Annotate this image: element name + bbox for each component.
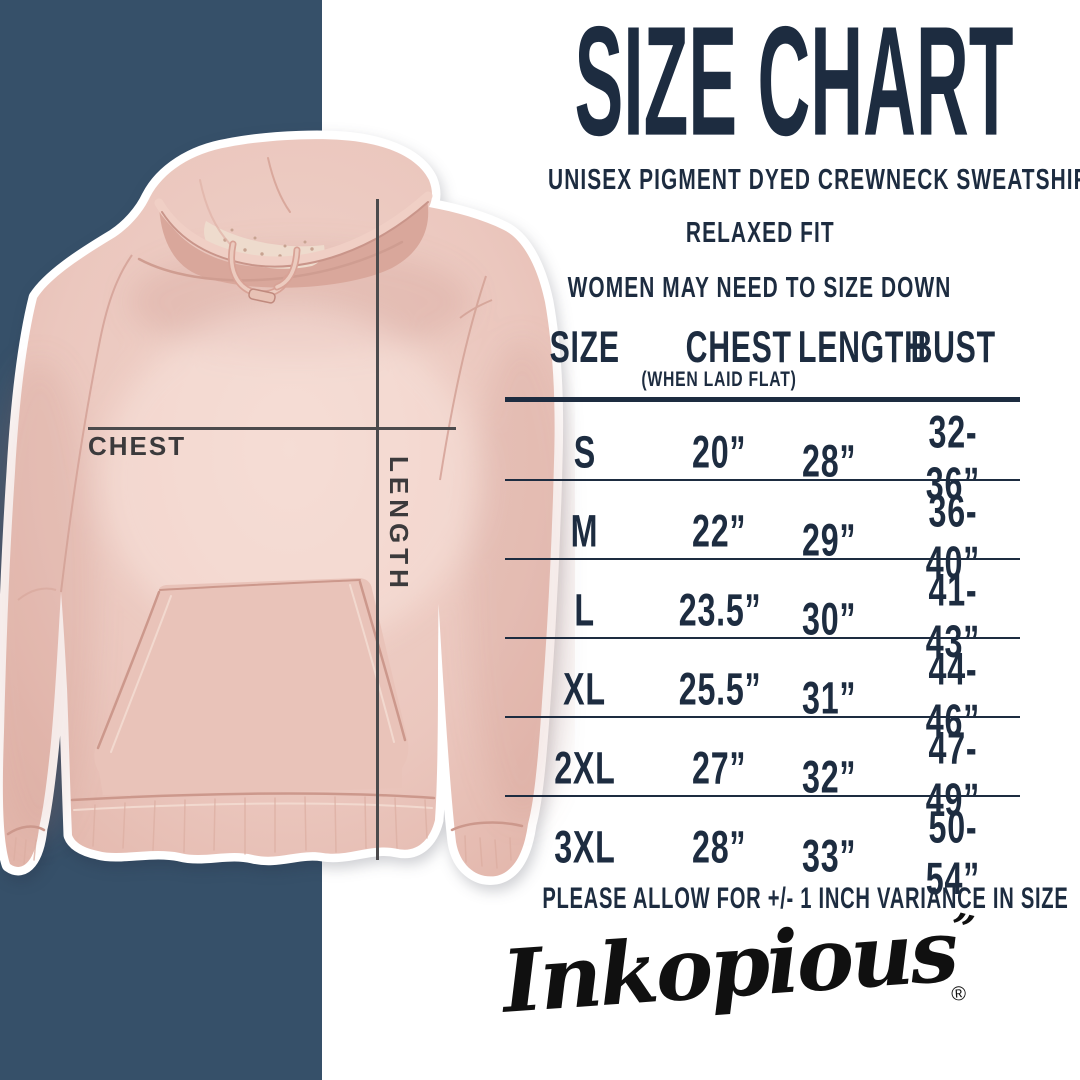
col-header-length: LENGTH [797, 322, 927, 372]
sizing-tip: WOMEN MAY NEED TO SIZE DOWN [568, 272, 952, 304]
chest-subnote: (WHEN LAID FLAT) [641, 368, 797, 391]
brand-logo-text: Inkopious”® [499, 900, 975, 1033]
col-header-size: SIZE [549, 322, 620, 372]
chest-measure-label: CHEST [88, 431, 187, 461]
col-header-chest: CHEST [685, 322, 792, 372]
hoodie-photo [0, 130, 575, 885]
table-row: XL 25.5” 31” 44-46” [505, 639, 1020, 747]
table-row: 2XL 27” 32” 47-49” [505, 718, 1020, 826]
product-subtitle: UNISEX PIGMENT DYED CREWNECK SWEATSHIRT [548, 164, 1080, 196]
table-row: S 20” 28” 32-36” [505, 402, 1020, 510]
length-measure-label: LENGTH [384, 456, 414, 593]
size-chart-panel: SIZE CHART UNISEX PIGMENT DYED CREWNECK … [440, 0, 1080, 1080]
hoodie-pocket [94, 578, 409, 795]
fit-note: RELAXED FIT [685, 217, 835, 249]
page-title: SIZE CHART [440, 4, 1080, 160]
length-measure-line [376, 199, 379, 860]
brand-logo: Inkopious”® [440, 900, 1080, 1032]
variance-note: PLEASE ALLOW FOR +/- 1 INCH VARIANCE IN … [542, 881, 1069, 915]
page-title-text: SIZE CHART [574, 0, 1014, 170]
hood-lining [159, 200, 429, 288]
drawstrings [228, 240, 301, 304]
table-row: L 23.5” 30” 41-43” [505, 560, 1020, 668]
size-table-header: SIZE CHEST LENGTH BUST (WHEN LAID FLAT) [505, 322, 1020, 391]
chest-measure-line [88, 427, 456, 430]
registered-trademark-icon: ® [950, 982, 968, 1006]
col-header-bust: BUST [910, 322, 996, 372]
size-table-body: S 20” 28” 32-36” M 22” 29” 36-40” L 23.5… [505, 402, 1020, 905]
table-row: M 22” 29” 36-40” [505, 481, 1020, 589]
table-header-rule [505, 397, 1020, 402]
table-row: 3XL 28” 33” 50-54” [554, 802, 981, 905]
